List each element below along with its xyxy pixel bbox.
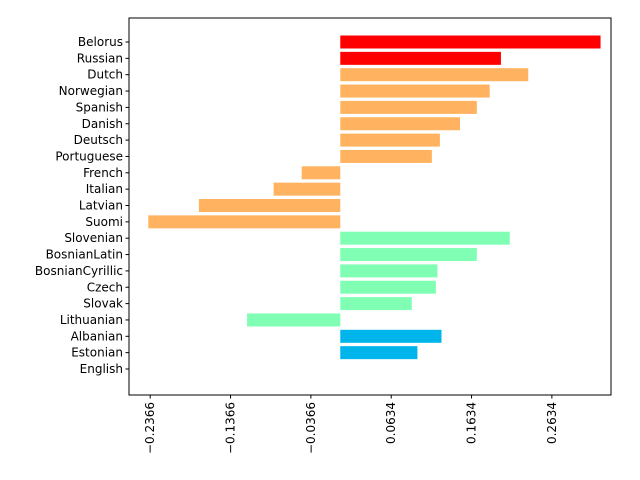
x-tick-label: −0.1366 xyxy=(224,402,238,454)
y-tick-label: Slovenian xyxy=(64,231,123,245)
bars-group xyxy=(148,35,601,360)
y-tick-label: Czech xyxy=(87,280,123,294)
x-tick-label: −0.2366 xyxy=(143,402,157,454)
y-tick-label: Latvian xyxy=(79,199,123,213)
bar-danish xyxy=(340,117,460,131)
y-axis: Belorus Russian Dutch Norwegian Spanish Danis… xyxy=(35,35,129,376)
y-tick-label: Dutch xyxy=(87,68,123,82)
bar-suomi xyxy=(148,215,341,229)
bar-czech xyxy=(340,280,436,294)
bar-deutsch xyxy=(340,133,440,147)
y-tick-label: Italian xyxy=(86,182,123,196)
bar-latvian xyxy=(198,199,341,212)
y-tick-label: Spanish xyxy=(76,100,123,114)
x-axis: −0.2366 −0.1366 −0.0366 0.0634 0.1634 0.2634 xyxy=(143,395,559,454)
x-tick-label: −0.0366 xyxy=(304,402,318,454)
y-tick-label: Russian xyxy=(77,51,123,65)
y-tick-label: Norwegian xyxy=(59,84,123,98)
bar-lithuanian xyxy=(247,313,341,327)
bar-belorus xyxy=(340,35,601,49)
bar-italian xyxy=(273,182,341,196)
y-tick-label: Belorus xyxy=(78,35,123,49)
x-tick-label: 0.0634 xyxy=(384,402,398,444)
bar-french xyxy=(301,166,341,180)
bar-bosniancyrillic xyxy=(340,264,438,278)
y-tick-label: Albanian xyxy=(71,329,123,343)
x-tick-label: 0.1634 xyxy=(465,402,479,444)
bar-slovak xyxy=(340,297,412,311)
bar-spanish xyxy=(340,100,477,114)
y-tick-label: Deutsch xyxy=(74,133,123,147)
y-tick-label: Suomi xyxy=(85,215,123,229)
bar-slovenian xyxy=(340,231,510,245)
y-tick-label: Estonian xyxy=(71,346,123,360)
y-tick-label: Portuguese xyxy=(55,149,123,163)
y-tick-label: BosnianCyrillic xyxy=(35,264,123,278)
bar-bosnianlatin xyxy=(340,248,477,262)
y-tick-label: Danish xyxy=(82,117,123,131)
y-tick-label: BosnianLatin xyxy=(46,248,123,262)
y-tick-label: Lithuanian xyxy=(60,313,123,327)
x-tick-label: 0.2634 xyxy=(545,402,559,444)
bar-dutch xyxy=(340,68,529,82)
bar-norwegian xyxy=(340,84,490,98)
bar-russian xyxy=(340,51,501,65)
bar-portuguese xyxy=(340,149,432,163)
bar-estonian xyxy=(340,346,418,360)
bar-albanian xyxy=(340,329,442,343)
y-tick-label: English xyxy=(80,362,123,376)
y-tick-label: French xyxy=(83,166,123,180)
y-tick-label: Slovak xyxy=(83,297,123,311)
plot-frame xyxy=(128,17,612,396)
